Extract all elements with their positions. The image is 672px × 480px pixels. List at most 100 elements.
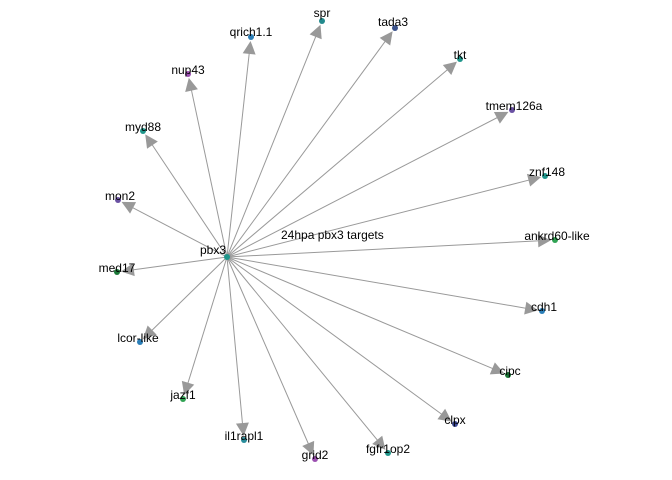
arrow-head-clpx <box>437 408 452 422</box>
node-qrich1-1[interactable]: qrich1.1 <box>230 25 273 40</box>
node-label: lcor-like <box>117 331 159 345</box>
node-dot[interactable] <box>180 396 186 402</box>
arrow-head-tkt <box>442 61 457 75</box>
node-dot[interactable] <box>539 308 545 314</box>
edge-pbx3-med17 <box>131 256 228 271</box>
node-label: tada3 <box>378 15 408 29</box>
edge-pbx3-tmem126a <box>226 116 499 258</box>
edge-pbx3-tada3 <box>226 39 387 258</box>
node-dot[interactable] <box>137 339 143 345</box>
node-label: spr <box>314 6 331 20</box>
edge-pbx3-tkt <box>226 68 449 258</box>
node-dot[interactable] <box>241 437 247 443</box>
edge-pbx3-il1rapl1 <box>226 256 244 426</box>
node-cipc[interactable]: cipc <box>499 364 521 378</box>
edge-pbx3-grid2 <box>226 256 310 446</box>
node-label: cipc <box>499 364 520 378</box>
edge-pbx3-ankrd60-like <box>226 240 541 258</box>
arrow-head-lcor-like <box>142 325 157 340</box>
node-label: pbx3 <box>200 243 226 257</box>
node-clpx[interactable]: clpx <box>444 413 466 427</box>
arrow-head-ankrd60-like <box>537 234 552 248</box>
node-tkt[interactable]: tkt <box>454 48 467 62</box>
node-dot[interactable] <box>319 18 325 24</box>
node-ankrd60-like[interactable]: ankrd60-like <box>524 229 590 243</box>
node-label: cdh1 <box>531 300 557 314</box>
node-nup43[interactable]: nup43 <box>171 63 205 77</box>
node-label: fgfr1op2 <box>366 442 410 456</box>
node-dot[interactable] <box>140 128 146 134</box>
arrow-head-tmem126a <box>493 111 509 124</box>
node-label: jazf1 <box>169 388 196 402</box>
node-label: med17 <box>99 261 136 275</box>
arrow-head-cdh1 <box>524 301 539 315</box>
nodes-layer: spr tada3 tkt tmem126a znf148 ankrd60-like cdh… <box>99 6 590 462</box>
node-dot[interactable] <box>385 450 391 456</box>
edges-layer <box>120 24 552 456</box>
node-dot[interactable] <box>552 237 558 243</box>
node-lcor-like[interactable]: lcor-like <box>117 331 159 345</box>
node-med17[interactable]: med17 <box>99 261 136 275</box>
node-dot[interactable] <box>392 25 398 31</box>
edge-pbx3-cipc <box>226 256 495 370</box>
node-source-pbx3[interactable]: pbx3 <box>200 243 230 260</box>
node-label: qrich1.1 <box>230 25 273 39</box>
edge-pbx3-qrich1-1 <box>226 51 250 258</box>
node-znf148[interactable]: znf148 <box>529 165 565 179</box>
node-dot[interactable] <box>457 56 463 62</box>
node-mon2[interactable]: mon2 <box>105 189 135 203</box>
node-dot[interactable] <box>509 107 515 113</box>
edge-pbx3-jazf1 <box>186 256 228 385</box>
node-dot[interactable] <box>452 421 458 427</box>
node-spr[interactable]: spr <box>314 6 331 24</box>
node-dot[interactable] <box>248 34 254 40</box>
node-dot[interactable] <box>114 269 120 275</box>
node-label: znf148 <box>529 165 565 179</box>
node-label: tmem126a <box>486 99 543 113</box>
edge-pbx3-mon2 <box>131 206 228 258</box>
edge-pbx3-nup43 <box>190 88 228 258</box>
edge-pbx3-spr <box>226 34 317 258</box>
edge-pbx3-lcor-like <box>150 256 228 332</box>
node-tmem126a[interactable]: tmem126a <box>486 99 543 113</box>
node-dot[interactable] <box>505 372 511 378</box>
arrow-head-il1rapl1 <box>235 422 249 437</box>
node-dot[interactable] <box>224 254 230 260</box>
graph-title: 24hpa pbx3 targets <box>281 228 384 242</box>
arrow-head-grid2 <box>302 440 315 456</box>
node-label: ankrd60-like <box>524 229 590 243</box>
node-dot[interactable] <box>542 173 548 179</box>
node-label: clpx <box>444 413 465 427</box>
arrow-head-qrich1-1 <box>242 40 256 55</box>
edge-pbx3-znf148 <box>226 179 531 258</box>
node-cdh1[interactable]: cdh1 <box>531 300 557 314</box>
node-fgfr1op2[interactable]: fgfr1op2 <box>366 442 410 456</box>
node-dot[interactable] <box>115 197 121 203</box>
node-label: nup43 <box>171 63 205 77</box>
node-jazf1[interactable]: jazf1 <box>169 388 196 402</box>
node-label: tkt <box>454 48 467 62</box>
node-grid2[interactable]: grid2 <box>302 448 329 462</box>
node-tada3[interactable]: tada3 <box>378 15 408 31</box>
arrow-head-znf148 <box>526 173 542 187</box>
node-label: myd88 <box>125 120 161 134</box>
arrow-head-fgfr1op2 <box>372 435 386 450</box>
arrow-head-tada3 <box>379 31 393 46</box>
node-myd88[interactable]: myd88 <box>125 120 161 134</box>
arrow-head-cipc <box>489 362 505 375</box>
arrow-head-med17 <box>120 263 135 277</box>
node-label: il1rapl1 <box>225 429 264 443</box>
arrow-head-myd88 <box>145 134 158 149</box>
edge-pbx3-fgfr1op2 <box>226 256 379 442</box>
arrow-head-nup43 <box>185 77 198 92</box>
arrow-head-spr <box>309 24 322 40</box>
arrow-head-jazf1 <box>181 380 195 396</box>
edge-pbx3-clpx <box>226 256 444 416</box>
node-dot[interactable] <box>312 456 318 462</box>
edge-pbx3-cdh1 <box>226 256 528 309</box>
node-il1rapl1[interactable]: il1rapl1 <box>225 429 264 443</box>
node-dot[interactable] <box>185 71 191 77</box>
node-label: grid2 <box>302 448 329 462</box>
edge-pbx3-myd88 <box>150 143 228 258</box>
